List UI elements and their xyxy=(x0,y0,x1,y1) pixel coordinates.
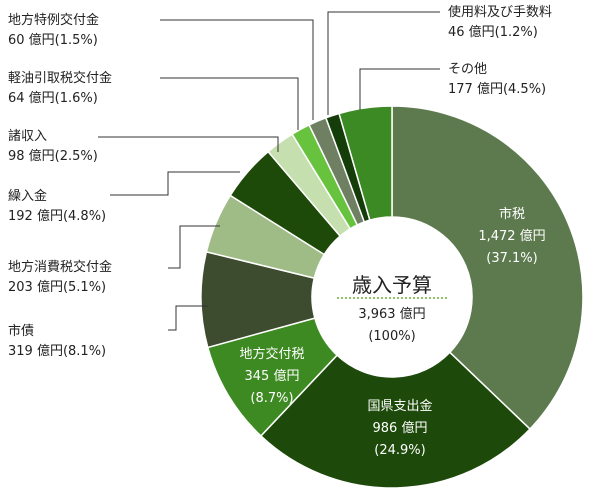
slice-8-value: 60 億円(1.5%) xyxy=(8,32,98,48)
slice-8-leader xyxy=(160,19,314,120)
slice-3-value: 319 億円(8.1%) xyxy=(8,343,106,359)
center-title: 歳入予算 xyxy=(352,273,432,297)
slice-0 xyxy=(391,105,584,431)
labels-group: 市税 1,472 億円 (37.1%) 国県支出金 986 億円 (24.9%) 地方交付税… xyxy=(8,4,552,458)
slice-1-label-2: (24.9%) xyxy=(374,443,425,458)
slice-2-label-2: (8.7%) xyxy=(250,391,293,406)
slice-1-label-1: 986 億円 xyxy=(373,420,428,436)
slice-5-value: 192 億円(4.8%) xyxy=(8,208,106,224)
slice-4-name: 地方消費税交付金 xyxy=(8,259,112,275)
slice-8-name: 地方特例交付金 xyxy=(8,12,99,28)
slice-10-name: その他 xyxy=(448,62,487,77)
slice-6-name: 諸収入 xyxy=(8,128,47,144)
center-total-value: 3,963 億円 xyxy=(358,306,425,322)
slice-1-label-0: 国県支出金 xyxy=(367,398,432,414)
slice-10-leader xyxy=(359,68,440,110)
slice-7-value: 64 億円(1.6%) xyxy=(8,90,98,106)
slice-6-value: 98 億円(2.5%) xyxy=(8,148,98,164)
slice-7-leader xyxy=(160,77,299,130)
slice-3-name: 市債 xyxy=(8,323,34,339)
slice-3-leader xyxy=(168,305,208,331)
slice-0-label-1: 1,472 億円 xyxy=(478,228,545,244)
slice-0-label-2: (37.1%) xyxy=(486,251,537,266)
slice-4-value: 203 億円(5.1%) xyxy=(8,279,106,295)
slice-9-name: 使用料及び手数料 xyxy=(448,4,552,20)
slice-10-value: 177 億円(4.5%) xyxy=(448,81,546,97)
slice-1 xyxy=(259,351,532,489)
slice-5-name: 繰入金 xyxy=(8,188,47,204)
slice-5-leader xyxy=(110,171,240,196)
slice-6-leader xyxy=(98,136,279,152)
slice-2-label-1: 345 億円 xyxy=(245,368,300,384)
slice-10 xyxy=(338,105,393,222)
slice-4-leader xyxy=(168,225,220,269)
slice-9-leader xyxy=(327,11,440,115)
slice-9-value: 46 億円(1.2%) xyxy=(448,24,538,40)
slices-group xyxy=(200,105,584,489)
center-total-percent: (100%) xyxy=(368,329,415,344)
slice-7-name: 軽油引取税交付金 xyxy=(8,70,112,86)
slice-2-label-0: 地方交付税 xyxy=(239,346,304,362)
center-label: 歳入予算 3,963 億円 (100%) xyxy=(337,273,447,344)
slice-0-label-0: 市税 xyxy=(499,206,525,222)
